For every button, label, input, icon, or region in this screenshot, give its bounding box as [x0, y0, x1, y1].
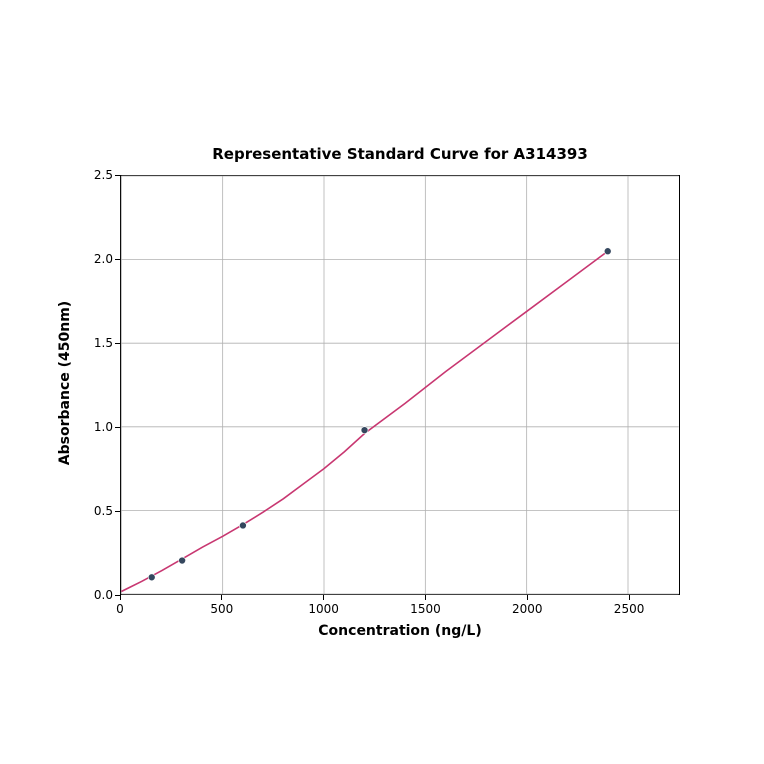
y-tick-mark: [115, 175, 120, 176]
x-tick-mark: [527, 595, 528, 600]
chart-svg: [121, 176, 679, 594]
x-axis-label: Concentration (ng/L): [18, 623, 764, 639]
chart-container: [120, 175, 680, 595]
data-point: [239, 522, 246, 529]
y-tick-mark: [115, 427, 120, 428]
x-tick-mark: [221, 595, 222, 600]
y-axis-label: Absorbance (450nm): [57, 173, 73, 593]
y-tick-mark: [115, 343, 120, 344]
y-tick-label: 2.0: [85, 252, 113, 266]
y-tick-label: 0.0: [85, 588, 113, 602]
y-tick-label: 1.0: [85, 420, 113, 434]
x-tick-label: 2000: [512, 602, 543, 616]
y-tick-label: 0.5: [85, 504, 113, 518]
data-point: [148, 574, 155, 581]
y-tick-mark: [115, 511, 120, 512]
chart-title: Representative Standard Curve for A31439…: [18, 145, 764, 163]
x-tick-label: 0: [116, 602, 124, 616]
plot-area: [120, 175, 680, 595]
data-point: [604, 248, 611, 255]
x-tick-mark: [120, 595, 121, 600]
x-tick-label: 500: [210, 602, 233, 616]
y-tick-mark: [115, 259, 120, 260]
data-point: [361, 427, 368, 434]
x-tick-label: 1500: [410, 602, 441, 616]
y-tick-label: 1.5: [85, 336, 113, 350]
x-tick-mark: [323, 595, 324, 600]
y-tick-mark: [115, 595, 120, 596]
x-tick-label: 1000: [308, 602, 339, 616]
curve-line: [121, 251, 607, 591]
x-tick-label: 2500: [614, 602, 645, 616]
x-tick-mark: [629, 595, 630, 600]
y-tick-label: 2.5: [85, 168, 113, 182]
x-tick-mark: [425, 595, 426, 600]
data-point: [179, 557, 186, 564]
